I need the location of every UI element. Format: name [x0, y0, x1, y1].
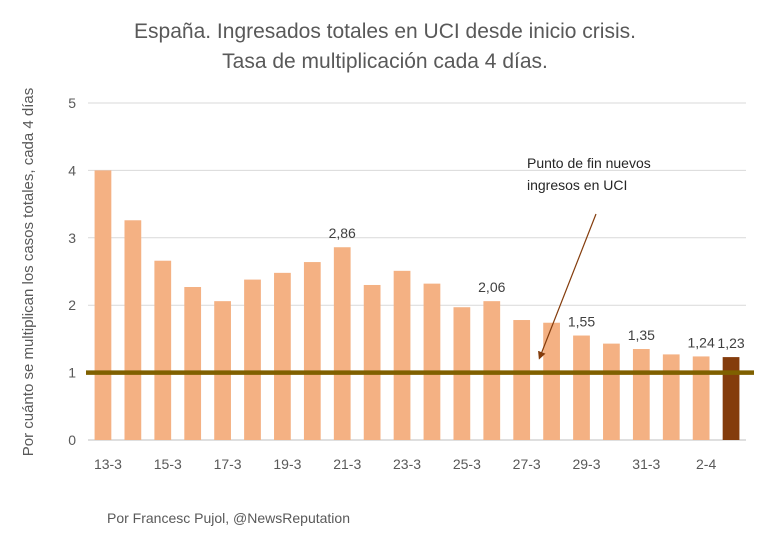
data-label: 2,86: [329, 225, 356, 241]
annotation-arrow: [538, 213, 597, 360]
y-tick-label: 5: [68, 95, 76, 111]
bar: [363, 284, 381, 440]
bar: [573, 335, 590, 440]
x-tick-label: 31-3: [632, 456, 660, 472]
x-tick-label: 15-3: [154, 456, 182, 472]
annotation-line-2: ingresos en UCI: [527, 177, 628, 193]
bar: [393, 270, 411, 440]
x-tick-label: 13-3: [94, 456, 122, 472]
y-tick-label: 1: [68, 365, 76, 381]
bar: [423, 283, 441, 440]
data-label: 1,35: [628, 327, 655, 343]
y-axis-label: Por cuánto se multiplican los casos tota…: [20, 88, 37, 457]
annotation-arrow-group: [538, 213, 597, 360]
bar: [692, 356, 710, 440]
bar: [632, 349, 650, 440]
x-tick-label: 2-4: [696, 456, 716, 472]
bar: [124, 220, 142, 440]
x-tick-label: 29-3: [572, 456, 600, 472]
x-tick-label: 23-3: [393, 456, 421, 472]
bar: [154, 260, 172, 440]
bar: [333, 247, 351, 440]
y-tick-label: 0: [68, 432, 76, 448]
x-tick-label: 19-3: [273, 456, 301, 472]
data-label: 1,23: [717, 335, 744, 351]
y-tick-label: 2: [68, 297, 76, 313]
y-axis-ticks: 0 1 2 3 4 5: [68, 95, 76, 448]
x-tick-label: 21-3: [333, 456, 361, 472]
data-label: 1,55: [568, 314, 595, 330]
annotation-text: Punto de fin nuevos ingresos en UCI: [527, 152, 651, 196]
data-label: 2,06: [478, 279, 505, 295]
bar: [513, 320, 531, 440]
bar: [184, 287, 202, 440]
chart-title: España. Ingresados totales en UCI desde …: [134, 20, 636, 43]
credit-text: Por Francesc Pujol, @NewsReputation: [107, 510, 350, 526]
bar: [662, 354, 680, 440]
annotation-line-1: Punto de fin nuevos: [527, 155, 651, 171]
bar: [303, 262, 321, 440]
y-tick-label: 3: [68, 230, 76, 246]
data-label: 1,24: [688, 334, 715, 350]
bar: [274, 272, 291, 440]
bars: [94, 170, 740, 440]
x-tick-label: 27-3: [513, 456, 541, 472]
bar: [94, 170, 112, 440]
bar: [722, 357, 740, 440]
x-axis-ticks: 13-3 15-3 17-3 19-3 21-3 23-3 25-3 27-3 29-3 31-3…: [94, 456, 717, 472]
y-tick-label: 4: [68, 162, 76, 178]
bar: [543, 322, 560, 440]
chart-subtitle: Tasa de multiplicación cada 4 días.: [222, 50, 548, 73]
data-labels: 2,86 2,06 1,55 1,35 1,24 1,23: [329, 225, 745, 351]
bar: [244, 279, 261, 440]
x-tick-label: 25-3: [453, 456, 481, 472]
bar: [603, 343, 620, 440]
x-tick-label: 17-3: [214, 456, 242, 472]
